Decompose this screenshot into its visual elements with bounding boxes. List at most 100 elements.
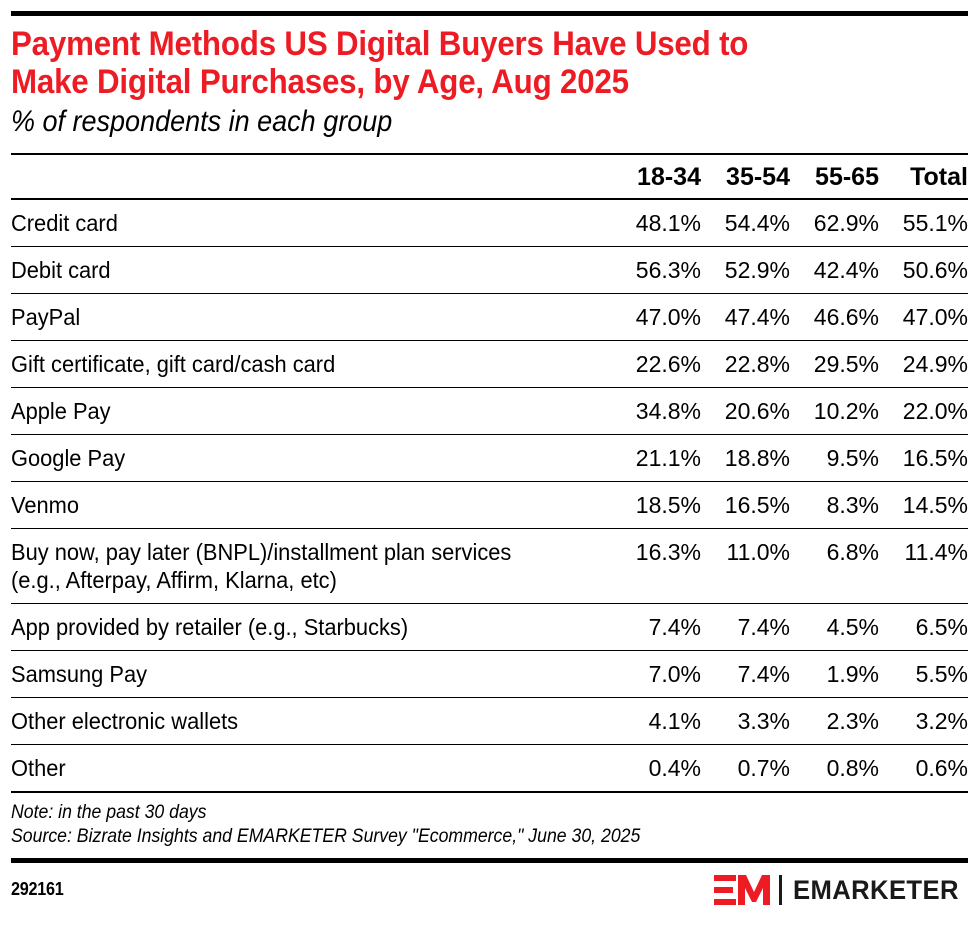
row-label-text: Venmo xyxy=(11,492,80,518)
note-line: Note: in the past 30 days xyxy=(11,802,207,823)
cell-35-54: 7.4% xyxy=(701,603,790,651)
cell-total: 11.4% xyxy=(879,528,968,604)
cell-55-65: 6.8% xyxy=(790,528,879,604)
cell-18-34: 47.0% xyxy=(612,293,701,341)
table-body: Credit card 48.1% 54.4% 62.9% 55.1% Debi… xyxy=(11,199,968,793)
column-header-55-65: 55-65 xyxy=(790,153,879,200)
cell-55-65: 0.8% xyxy=(790,744,879,793)
page-title-line-2: Make Digital Purchases, by Age, Aug 2025 xyxy=(11,63,629,101)
cell-55-65: 42.4% xyxy=(790,246,879,294)
table-row: Apple Pay 34.8% 20.6% 10.2% 22.0% xyxy=(11,387,968,435)
source-line: Source: Bizrate Insights and EMARKETER S… xyxy=(11,826,641,847)
emarketer-logo[interactable]: EMARKETER xyxy=(714,872,968,908)
row-label: Other electronic wallets xyxy=(11,697,612,745)
row-label-text: Samsung Pay xyxy=(11,661,148,687)
chart-page: Payment Methods US Digital Buyers Have U… xyxy=(0,11,980,943)
cell-18-34: 22.6% xyxy=(612,340,701,388)
cell-total: 47.0% xyxy=(879,293,968,341)
table-header-row: 18-34 35-54 55-65 Total xyxy=(11,153,968,200)
row-label-text: Google Pay xyxy=(11,445,126,471)
row-label-text: App provided by retailer (e.g., Starbuck… xyxy=(11,614,409,640)
row-label-text: PayPal xyxy=(11,304,81,330)
cell-35-54: 7.4% xyxy=(701,650,790,698)
data-table: 18-34 35-54 55-65 Total Credit card 48.1… xyxy=(11,153,968,793)
row-label: Samsung Pay xyxy=(11,650,612,698)
row-label: Other xyxy=(11,744,612,793)
cell-35-54: 54.4% xyxy=(701,199,790,247)
row-label: Apple Pay xyxy=(11,387,612,435)
cell-total: 14.5% xyxy=(879,481,968,529)
cell-18-34: 34.8% xyxy=(612,387,701,435)
table-row: Credit card 48.1% 54.4% 62.9% 55.1% xyxy=(11,199,968,247)
footnotes: Note: in the past 30 days Source: Bizrat… xyxy=(11,801,968,849)
table-row: PayPal 47.0% 47.4% 46.6% 47.0% xyxy=(11,293,968,341)
logo-divider xyxy=(779,875,783,905)
bottom-divider xyxy=(11,858,968,863)
cell-total: 24.9% xyxy=(879,340,968,388)
column-header-category xyxy=(11,153,612,200)
cell-35-54: 0.7% xyxy=(701,744,790,793)
page-title-line-1: Payment Methods US Digital Buyers Have U… xyxy=(11,25,749,63)
cell-35-54: 18.8% xyxy=(701,434,790,482)
cell-35-54: 22.8% xyxy=(701,340,790,388)
row-label: Venmo xyxy=(11,481,612,529)
row-label-text: Buy now, pay later (BNPL)/installment pl… xyxy=(11,539,512,565)
table-row: Venmo 18.5% 16.5% 8.3% 14.5% xyxy=(11,481,968,529)
cell-18-34: 7.0% xyxy=(612,650,701,698)
column-header-total: Total xyxy=(879,153,968,200)
cell-55-65: 10.2% xyxy=(790,387,879,435)
cell-35-54: 47.4% xyxy=(701,293,790,341)
cell-total: 50.6% xyxy=(879,246,968,294)
cell-18-34: 16.3% xyxy=(612,528,701,604)
row-label: Gift certificate, gift card/cash card xyxy=(11,340,612,388)
cell-55-65: 29.5% xyxy=(790,340,879,388)
table-row: Other 0.4% 0.7% 0.8% 0.6% xyxy=(11,744,968,793)
cell-18-34: 56.3% xyxy=(612,246,701,294)
column-header-35-54: 35-54 xyxy=(701,153,790,200)
page-title: Payment Methods US Digital Buyers Have U… xyxy=(11,25,867,101)
em-monogram-icon xyxy=(714,875,771,905)
table-row: App provided by retailer (e.g., Starbuck… xyxy=(11,603,968,651)
top-divider xyxy=(11,11,968,16)
row-label: Google Pay xyxy=(11,434,612,482)
cell-35-54: 3.3% xyxy=(701,697,790,745)
cell-total: 16.5% xyxy=(879,434,968,482)
row-label-text: Debit card xyxy=(11,257,111,283)
table-row: Samsung Pay 7.0% 7.4% 1.9% 5.5% xyxy=(11,650,968,698)
cell-18-34: 7.4% xyxy=(612,603,701,651)
cell-total: 0.6% xyxy=(879,744,968,793)
column-header-18-34: 18-34 xyxy=(612,153,701,200)
cell-total: 3.2% xyxy=(879,697,968,745)
cell-18-34: 48.1% xyxy=(612,199,701,247)
cell-18-34: 21.1% xyxy=(612,434,701,482)
logo-wordmark: EMARKETER xyxy=(793,874,960,905)
table-row: Google Pay 21.1% 18.8% 9.5% 16.5% xyxy=(11,434,968,482)
row-label: App provided by retailer (e.g., Starbuck… xyxy=(11,603,612,651)
cell-total: 5.5% xyxy=(879,650,968,698)
table-row: Debit card 56.3% 52.9% 42.4% 50.6% xyxy=(11,246,968,294)
row-label: PayPal xyxy=(11,293,612,341)
cell-35-54: 52.9% xyxy=(701,246,790,294)
page-subtitle: % of respondents in each group xyxy=(11,105,393,138)
row-label: Buy now, pay later (BNPL)/installment pl… xyxy=(11,528,612,604)
table-row: Buy now, pay later (BNPL)/installment pl… xyxy=(11,528,968,604)
cell-55-65: 9.5% xyxy=(790,434,879,482)
cell-18-34: 18.5% xyxy=(612,481,701,529)
row-label-text: Other electronic wallets xyxy=(11,708,239,734)
cell-35-54: 11.0% xyxy=(701,528,790,604)
cell-18-34: 0.4% xyxy=(612,744,701,793)
document-id: 292161 xyxy=(11,879,64,899)
footer: 292161 EMARKETER xyxy=(11,872,968,912)
cell-55-65: 1.9% xyxy=(790,650,879,698)
cell-55-65: 8.3% xyxy=(790,481,879,529)
cell-35-54: 20.6% xyxy=(701,387,790,435)
row-label-text: Gift certificate, gift card/cash card xyxy=(11,351,336,377)
row-label: Credit card xyxy=(11,199,612,247)
row-label-text: Apple Pay xyxy=(11,398,111,424)
row-label-text: Credit card xyxy=(11,210,118,236)
cell-total: 55.1% xyxy=(879,199,968,247)
table-row: Other electronic wallets 4.1% 3.3% 2.3% … xyxy=(11,697,968,745)
cell-18-34: 4.1% xyxy=(612,697,701,745)
row-label: Debit card xyxy=(11,246,612,294)
cell-total: 6.5% xyxy=(879,603,968,651)
